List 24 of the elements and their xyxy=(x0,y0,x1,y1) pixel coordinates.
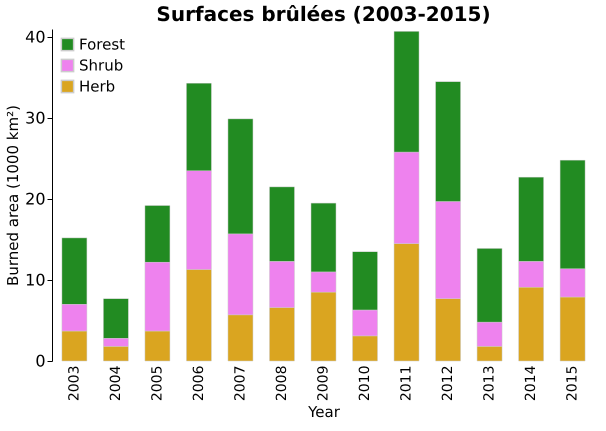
x-tick-label: 2009 xyxy=(316,366,332,402)
x-tick-label: 2008 xyxy=(274,366,290,402)
x-tick-label: 2005 xyxy=(149,366,166,402)
x-tick-label: 2006 xyxy=(190,365,207,402)
y-tick-label: 0 xyxy=(35,352,46,370)
x-tick-label: 2010 xyxy=(357,366,374,402)
y-tick-label: 20 xyxy=(25,190,46,209)
legend-label: Shrub xyxy=(79,56,124,74)
y-tick-label: 40 xyxy=(25,28,46,47)
y-tick-label: 10 xyxy=(25,270,46,290)
y-tick-label: 30 xyxy=(25,108,46,128)
y-axis-title: Burned area (1000 km²) xyxy=(4,105,22,286)
legend-label: Herb xyxy=(79,78,116,96)
x-tick-label: 2011 xyxy=(398,366,415,402)
x-tick-label: 2013 xyxy=(482,366,498,402)
x-axis-title: Year xyxy=(307,403,341,422)
x-tick-label: 2004 xyxy=(108,365,124,402)
x-tick-label: 2003 xyxy=(66,366,82,402)
legend-label: Forest xyxy=(79,36,126,54)
x-tick-label: 2012 xyxy=(440,366,456,402)
x-tick-label: 2007 xyxy=(232,366,248,402)
x-tick-label: 2015 xyxy=(564,366,581,402)
x-tick-label: 2014 xyxy=(523,365,540,402)
chart-title: Surfaces brûlées (2003-2015) xyxy=(156,2,491,26)
